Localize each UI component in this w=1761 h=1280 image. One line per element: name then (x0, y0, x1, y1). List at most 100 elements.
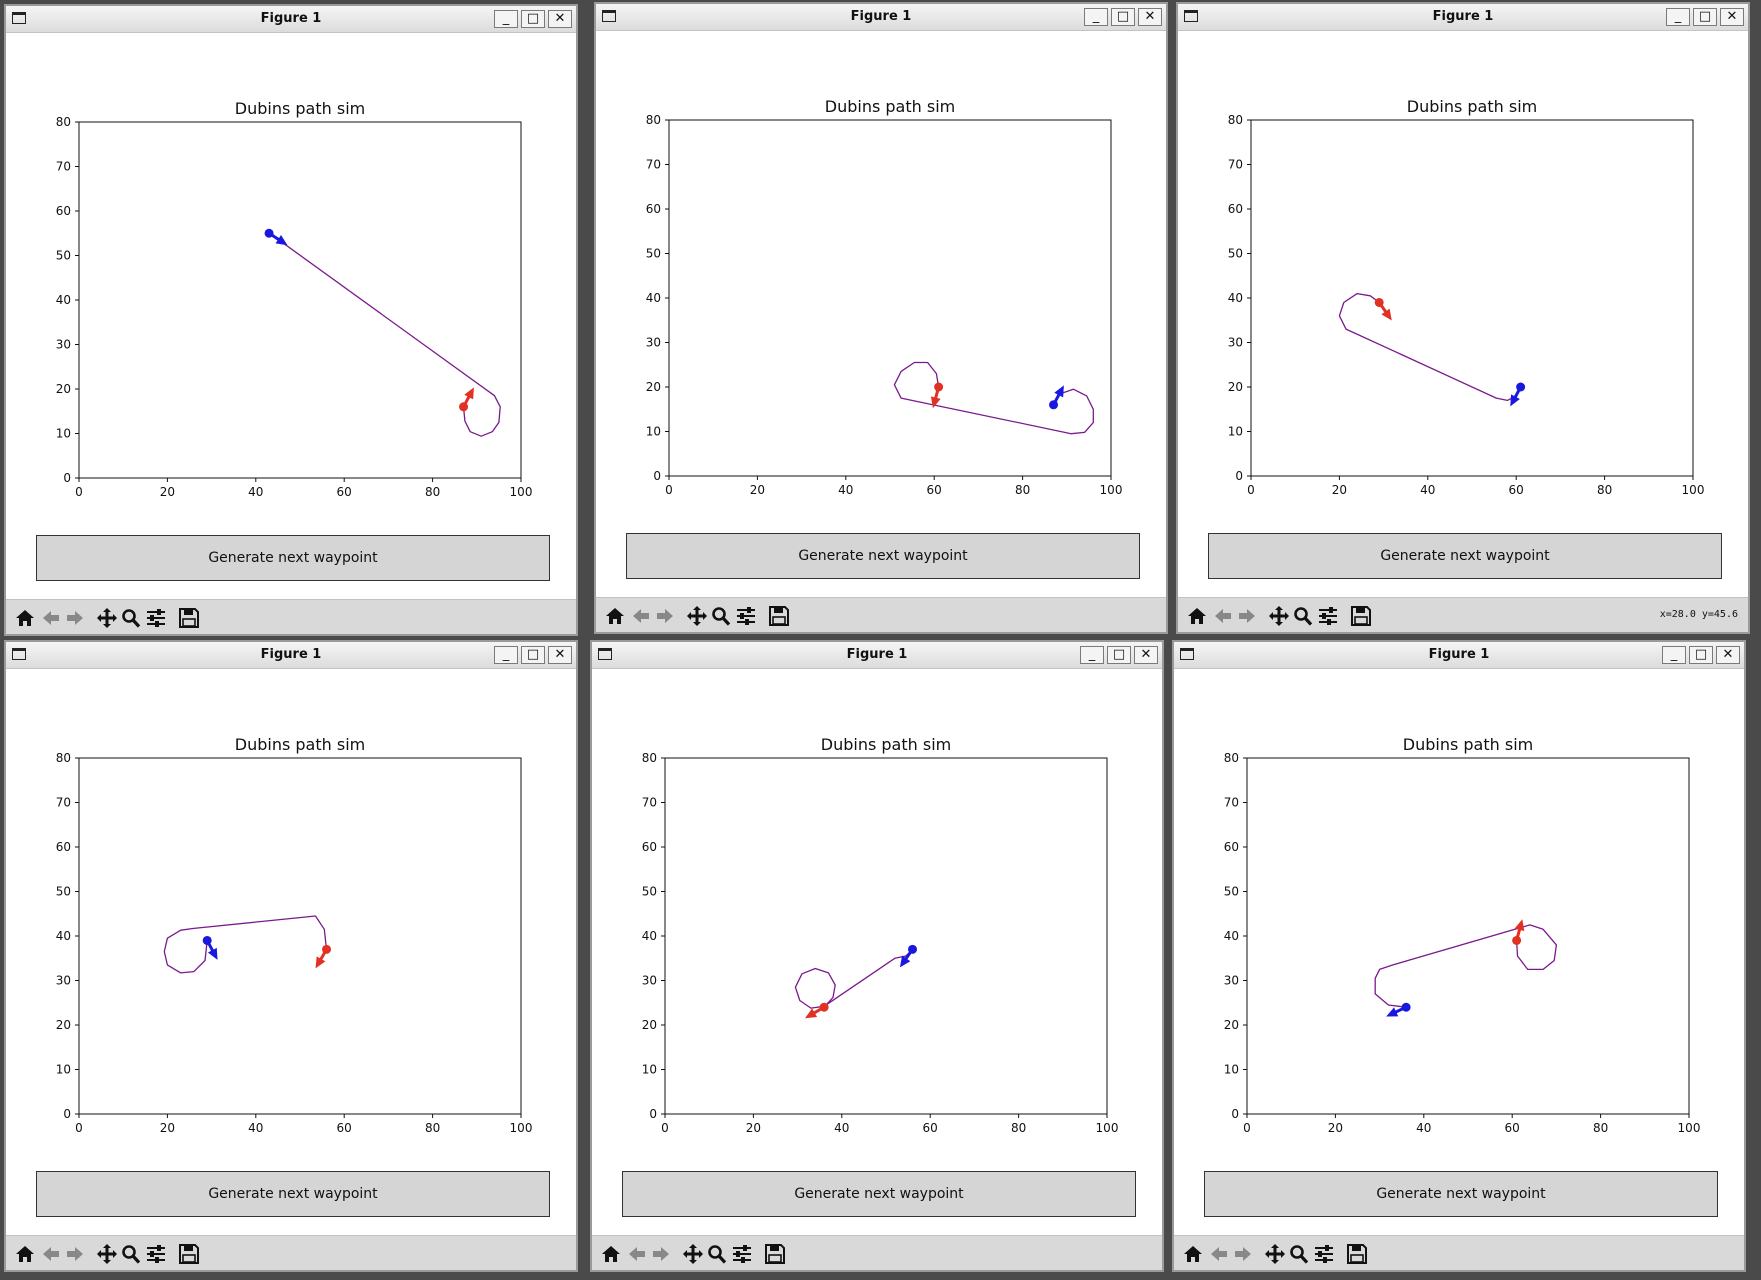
title-bar[interactable]: Figure 1 _ □ ✕ (6, 642, 576, 669)
maximize-button[interactable]: □ (521, 646, 545, 664)
zoom-icon[interactable] (710, 606, 732, 626)
maximize-button[interactable]: □ (1689, 646, 1713, 664)
configure-icon[interactable] (145, 608, 167, 628)
start-point (1516, 382, 1526, 392)
back-arrow-icon[interactable] (1212, 606, 1234, 626)
title-bar[interactable]: Figure 1 _ □ ✕ (1174, 642, 1744, 669)
home-icon[interactable] (600, 1244, 622, 1264)
x-tick-label: 80 (1011, 1121, 1026, 1135)
back-arrow-icon[interactable] (40, 1244, 62, 1264)
title-bar[interactable]: Figure 1 _ □ ✕ (6, 6, 576, 33)
goal-point (819, 1002, 829, 1012)
save-icon[interactable] (1346, 1244, 1368, 1264)
title-bar[interactable]: Figure 1 _ □ ✕ (596, 4, 1166, 31)
generate-waypoint-button[interactable]: Generate next waypoint (1208, 533, 1722, 579)
pan-icon[interactable] (1264, 1244, 1286, 1264)
back-arrow-icon[interactable] (630, 606, 652, 626)
window-menu-icon[interactable] (12, 12, 26, 24)
save-icon[interactable] (768, 606, 790, 626)
title-bar[interactable]: Figure 1 _ □ ✕ (592, 642, 1162, 669)
window-menu-icon[interactable] (12, 648, 26, 660)
maximize-button[interactable]: □ (1111, 8, 1135, 26)
pan-icon[interactable] (686, 606, 708, 626)
configure-icon[interactable] (731, 1244, 753, 1264)
close-button[interactable]: ✕ (548, 10, 572, 28)
forward-arrow-icon[interactable] (64, 1244, 86, 1264)
save-icon[interactable] (178, 1244, 200, 1264)
minimize-button[interactable]: _ (1666, 8, 1690, 26)
forward-arrow-icon[interactable] (650, 1244, 672, 1264)
generate-waypoint-button[interactable]: Generate next waypoint (622, 1171, 1136, 1217)
generate-waypoint-button[interactable]: Generate next waypoint (36, 1171, 550, 1217)
window-menu-icon[interactable] (1180, 648, 1194, 660)
y-tick-label: 40 (56, 929, 71, 943)
configure-icon[interactable] (145, 1244, 167, 1264)
generate-waypoint-button[interactable]: Generate next waypoint (36, 535, 550, 581)
zoom-icon[interactable] (1292, 606, 1314, 626)
y-tick-label: 20 (642, 1018, 657, 1032)
navigation-toolbar: x=28.0 y=45.6 (1178, 597, 1748, 632)
zoom-icon[interactable] (120, 1244, 142, 1264)
maximize-button[interactable]: □ (1693, 8, 1717, 26)
window-menu-icon[interactable] (1184, 10, 1198, 22)
back-arrow-icon[interactable] (626, 1244, 648, 1264)
minimize-button[interactable]: _ (494, 10, 518, 28)
plot-canvas[interactable]: Dubins path sim 0 20 40 60 80 100 0 10 20 30 40 50 60… (592, 668, 1162, 1168)
plot-canvas[interactable]: Dubins path sim 0 20 40 60 80 100 0 10 20 30 40 50 60… (596, 30, 1166, 530)
zoom-icon[interactable] (706, 1244, 728, 1264)
plot-canvas[interactable]: Dubins path sim 0 20 40 60 80 100 0 10 20 30 40 50 60… (6, 668, 576, 1168)
pan-icon[interactable] (1268, 606, 1290, 626)
save-icon[interactable] (1350, 606, 1372, 626)
generate-waypoint-button[interactable]: Generate next waypoint (1204, 1171, 1718, 1217)
home-icon[interactable] (14, 1244, 36, 1264)
window-menu-icon[interactable] (598, 648, 612, 660)
x-tick-label: 40 (834, 1121, 849, 1135)
close-button[interactable]: ✕ (1720, 8, 1744, 26)
zoom-icon[interactable] (120, 608, 142, 628)
back-arrow-icon[interactable] (40, 608, 62, 628)
x-tick-label: 60 (923, 1121, 938, 1135)
minimize-button[interactable]: _ (494, 646, 518, 664)
forward-arrow-icon[interactable] (1232, 1244, 1254, 1264)
close-button[interactable]: ✕ (1716, 646, 1740, 664)
configure-icon[interactable] (735, 606, 757, 626)
configure-icon[interactable] (1313, 1244, 1335, 1264)
window-menu-icon[interactable] (602, 10, 616, 22)
pan-icon[interactable] (682, 1244, 704, 1264)
home-icon[interactable] (1182, 1244, 1204, 1264)
minimize-button[interactable]: _ (1662, 646, 1686, 664)
maximize-button[interactable]: □ (1107, 646, 1131, 664)
x-tick-label: 80 (425, 485, 440, 499)
x-tick-label: 0 (75, 485, 83, 499)
start-point (264, 228, 274, 238)
back-arrow-icon[interactable] (1208, 1244, 1230, 1264)
forward-arrow-icon[interactable] (1236, 606, 1258, 626)
zoom-icon[interactable] (1288, 1244, 1310, 1264)
close-button[interactable]: ✕ (1138, 8, 1162, 26)
y-tick-label: 50 (646, 247, 661, 261)
minimize-button[interactable]: _ (1084, 8, 1108, 26)
home-icon[interactable] (604, 606, 626, 626)
generate-waypoint-button[interactable]: Generate next waypoint (626, 533, 1140, 579)
title-bar[interactable]: Figure 1 _ □ ✕ (1178, 4, 1748, 31)
save-icon[interactable] (178, 608, 200, 628)
close-button[interactable]: ✕ (548, 646, 572, 664)
maximize-button[interactable]: □ (521, 10, 545, 28)
forward-arrow-icon[interactable] (64, 608, 86, 628)
plot-canvas[interactable]: Dubins path sim 0 20 40 60 80 100 0 10 20 30 40 50 60… (1178, 30, 1748, 530)
forward-arrow-icon[interactable] (654, 606, 676, 626)
save-icon[interactable] (764, 1244, 786, 1264)
y-tick-label: 50 (56, 885, 71, 899)
close-button[interactable]: ✕ (1134, 646, 1158, 664)
y-tick-label: 60 (1228, 202, 1243, 216)
pan-icon[interactable] (96, 1244, 118, 1264)
y-tick-label: 10 (1224, 1063, 1239, 1077)
pan-icon[interactable] (96, 608, 118, 628)
plot-canvas[interactable]: Dubins path sim 0 20 40 60 80 100 0 10 20 30 40 50 60… (1174, 668, 1744, 1168)
configure-icon[interactable] (1317, 606, 1339, 626)
home-icon[interactable] (14, 608, 36, 628)
home-icon[interactable] (1186, 606, 1208, 626)
y-tick-label: 20 (56, 1018, 71, 1032)
plot-canvas[interactable]: Dubins path sim 0 20 40 60 80 100 0 10 20 30 40 50 60… (6, 32, 576, 532)
minimize-button[interactable]: _ (1080, 646, 1104, 664)
